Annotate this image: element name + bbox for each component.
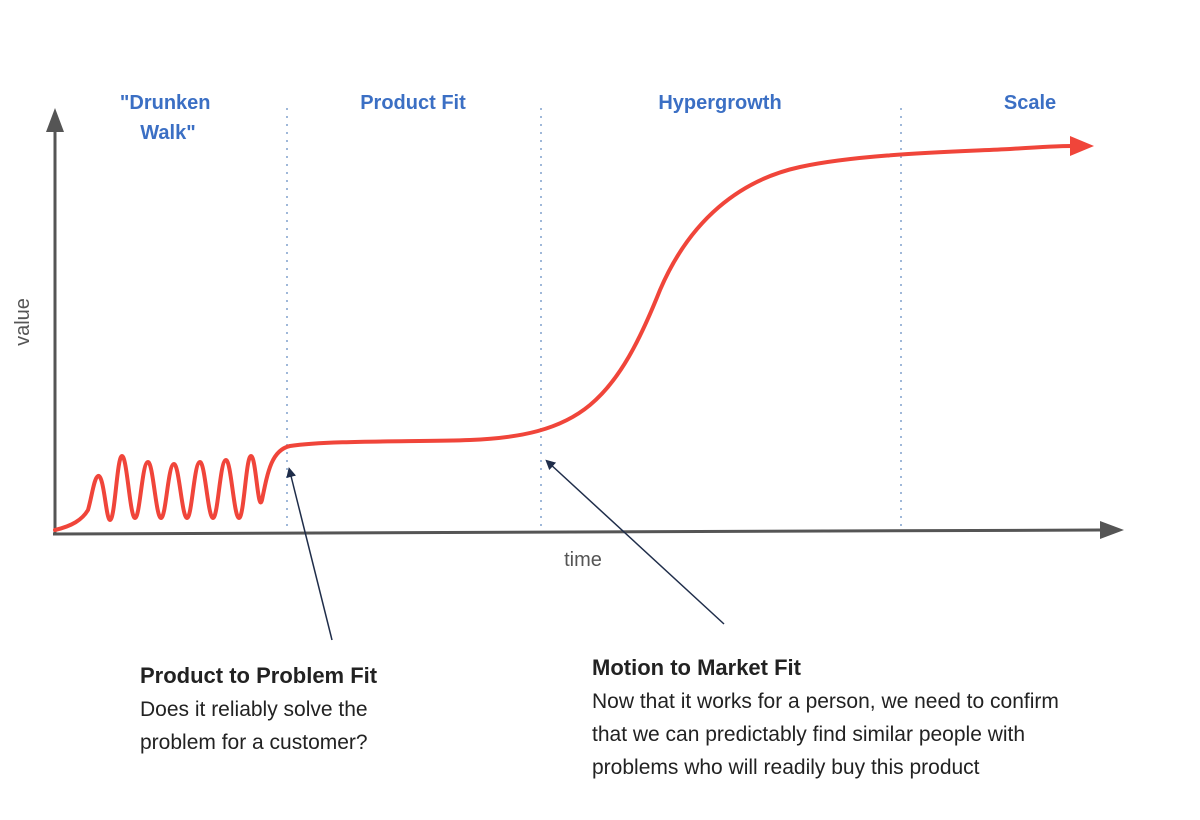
y-axis-label: value [12, 298, 34, 346]
annotation-motion-market-fit-line1: Now that it works for a person, we need … [592, 690, 1059, 713]
phase-label-drunken-walk: "Drunken Walk" [120, 92, 216, 144]
phase-label-drunken-walk-line2: Walk" [140, 122, 195, 144]
phase-label-drunken-walk-line1: "Drunken [120, 92, 211, 114]
growth-curve-arrowhead [1070, 136, 1094, 156]
phase-label-hypergrowth: Hypergrowth [658, 92, 781, 114]
annotation-product-problem-fit-line2: problem for a customer? [140, 731, 368, 754]
phase-dividers [286, 108, 902, 532]
annotation-product-problem-fit-title: Product to Problem Fit [140, 663, 378, 688]
y-axis-arrowhead [46, 108, 64, 132]
pointer-product-problem-fit [286, 467, 333, 641]
annotation-motion-market-fit-title: Motion to Market Fit [592, 655, 801, 680]
phase-label-product-fit: Product Fit [360, 92, 466, 114]
annotation-product-problem-fit-line1: Does it reliably solve the [140, 698, 368, 721]
x-axis-label: time [564, 549, 602, 571]
phase-label-scale: Scale [1004, 92, 1056, 114]
pointer-motion-market-fit [545, 459, 725, 625]
annotation-motion-market-fit-line2: that we can predictably find similar peo… [592, 723, 1026, 746]
growth-curve [53, 144, 1074, 532]
x-axis-arrowhead [1100, 521, 1124, 539]
annotation-motion-market-fit-line3: problems who will readily buy this produ… [592, 756, 980, 779]
annotation-product-problem-fit: Product to Problem Fit Does it reliably … [140, 663, 377, 759]
annotation-motion-market-fit: Motion to Market Fit Now that it works f… [592, 655, 1059, 784]
x-axis-line [52, 528, 1101, 536]
axes [46, 108, 1124, 539]
